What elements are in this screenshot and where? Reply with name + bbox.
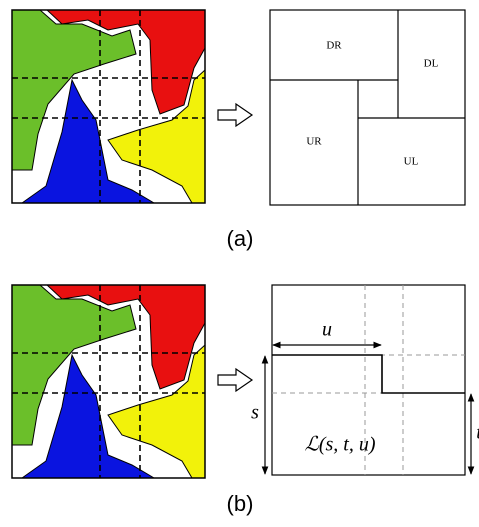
region-label: DL [424,58,439,70]
dimension-label: u [322,319,332,341]
region-label: UL [404,156,419,168]
arrow [218,104,252,126]
caption: (b) [227,491,254,516]
arrow [218,369,252,391]
function-label: ℒ(s, t, u) [304,434,375,456]
dimension-label: s [251,402,259,424]
region-map [12,10,205,203]
region-label: DR [326,40,342,52]
region-map [12,285,205,478]
figure: DR DL UR UL (a) u s t ℒ(s, t, u) (b) [0,0,479,527]
partition [270,10,465,205]
region-label: UR [306,136,322,148]
caption: (a) [227,226,254,251]
